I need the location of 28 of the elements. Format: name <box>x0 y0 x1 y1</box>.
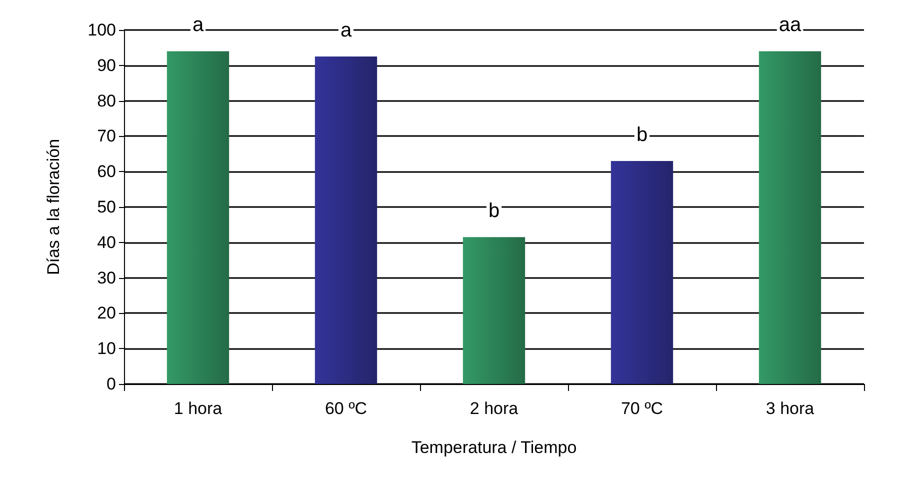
y-tick-label: 30 <box>97 268 116 288</box>
y-axis-title: Días a la floración <box>44 138 63 276</box>
y-tick-label: 70 <box>97 126 116 146</box>
data-label: a <box>192 14 204 36</box>
y-tick-label: 10 <box>97 339 116 358</box>
y-tick-label: 60 <box>97 162 116 182</box>
bar <box>462 237 526 384</box>
x-tick-label: 1 hora <box>174 399 223 418</box>
x-tick-label: 2 hora <box>470 399 519 418</box>
y-tick-label: 20 <box>97 304 116 323</box>
y-tick-label: 80 <box>97 91 116 110</box>
bar <box>758 51 822 384</box>
bar <box>314 56 378 384</box>
x-tick-label: 60 ºC <box>324 399 368 418</box>
y-tick-label: 40 <box>97 232 116 252</box>
y-tick-label: 100 <box>88 20 116 40</box>
x-tick-label: 3 hora <box>766 399 815 418</box>
bar <box>166 51 230 384</box>
x-axis-title: Temperatura / Tiempo <box>411 438 577 457</box>
y-tick-label: 50 <box>97 198 116 216</box>
data-label: a <box>340 20 352 42</box>
bar <box>610 160 674 384</box>
data-label: b <box>636 124 648 146</box>
y-tick-label: 0 <box>106 374 116 394</box>
y-tick-label: 90 <box>97 56 116 75</box>
data-label: b <box>488 200 500 222</box>
x-tick-label: 70 ºC <box>620 399 664 418</box>
data-label: aa <box>778 14 802 36</box>
